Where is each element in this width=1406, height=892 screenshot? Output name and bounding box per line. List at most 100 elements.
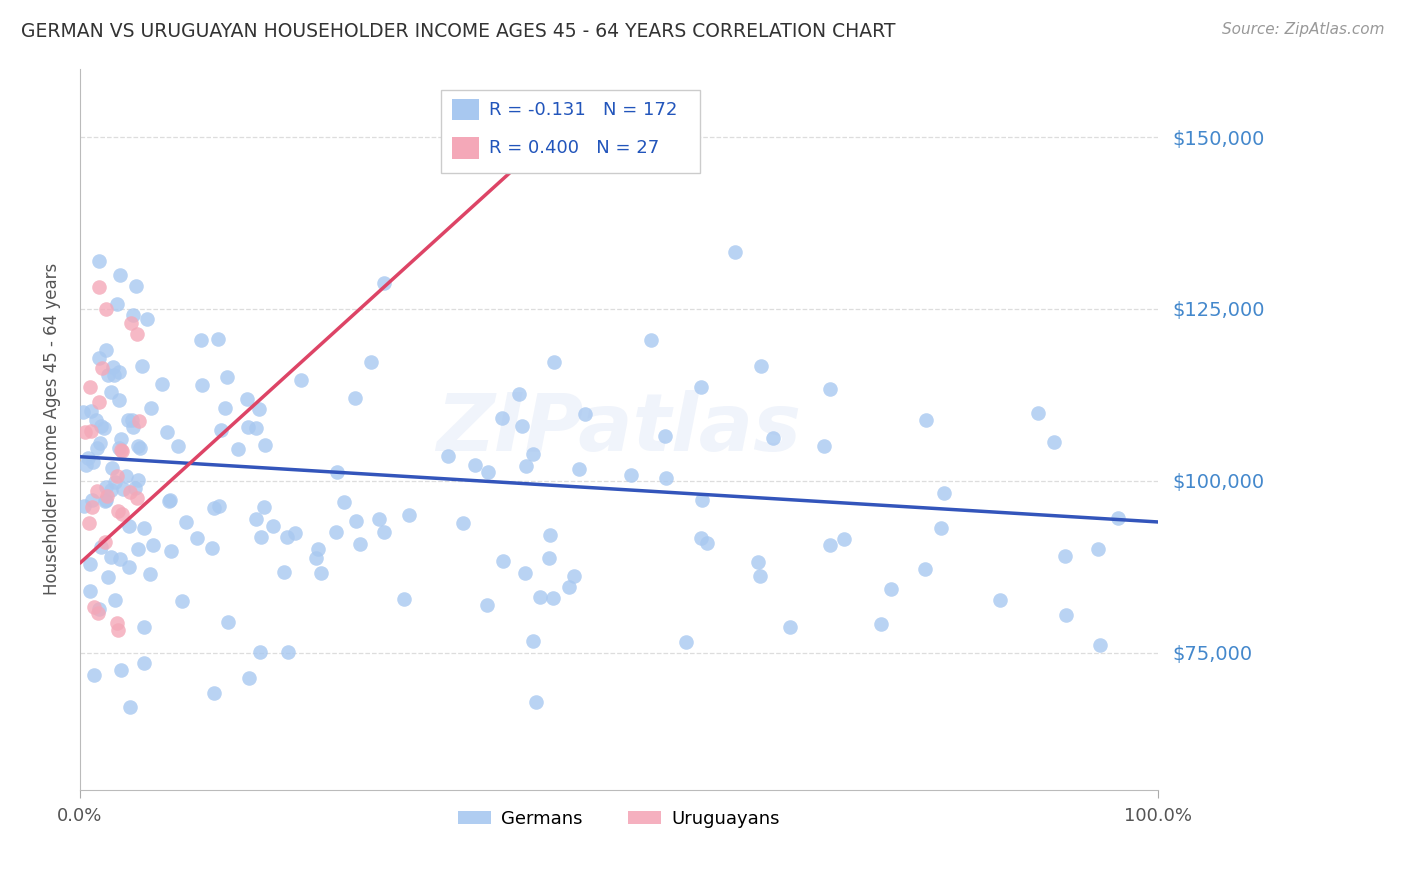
Point bbox=[538, 528, 561, 542]
Point bbox=[217, 615, 239, 629]
Point bbox=[94, 480, 117, 494]
Point bbox=[654, 471, 676, 485]
Point bbox=[110, 432, 132, 446]
Point bbox=[262, 519, 284, 533]
Point bbox=[250, 530, 273, 544]
Point bbox=[1054, 608, 1077, 623]
Point bbox=[524, 695, 547, 709]
Point bbox=[79, 583, 101, 598]
Point bbox=[537, 551, 560, 566]
Point bbox=[96, 490, 118, 504]
Point bbox=[122, 308, 145, 322]
Point bbox=[159, 492, 181, 507]
Point bbox=[880, 582, 903, 597]
Point bbox=[90, 419, 112, 434]
Point bbox=[1043, 434, 1066, 449]
Point bbox=[333, 495, 356, 509]
Point bbox=[94, 493, 117, 508]
Point bbox=[174, 516, 197, 530]
Point bbox=[253, 438, 276, 452]
FancyBboxPatch shape bbox=[441, 90, 700, 173]
Point bbox=[464, 458, 486, 472]
Point bbox=[245, 512, 267, 526]
Point bbox=[747, 555, 769, 569]
Point bbox=[574, 407, 596, 421]
Point bbox=[80, 424, 103, 438]
Point bbox=[166, 439, 188, 453]
Point bbox=[150, 376, 173, 391]
Point bbox=[510, 419, 533, 434]
Point bbox=[690, 493, 713, 508]
Point bbox=[209, 423, 232, 437]
Point bbox=[360, 355, 382, 369]
Point bbox=[1054, 549, 1077, 564]
Point bbox=[215, 369, 238, 384]
Point bbox=[127, 542, 149, 557]
Point bbox=[558, 580, 581, 594]
Point bbox=[190, 333, 212, 347]
Point bbox=[1087, 541, 1109, 556]
Point bbox=[690, 531, 713, 545]
Point bbox=[1090, 639, 1112, 653]
Point bbox=[870, 617, 893, 632]
Point bbox=[110, 443, 132, 458]
Point bbox=[87, 395, 110, 409]
Point bbox=[201, 541, 224, 556]
Point bbox=[108, 552, 131, 566]
Point bbox=[103, 368, 125, 383]
Point bbox=[344, 514, 367, 528]
Point bbox=[562, 569, 585, 583]
Point bbox=[543, 591, 565, 605]
Point bbox=[125, 491, 148, 505]
Point bbox=[779, 620, 801, 634]
Point bbox=[134, 620, 156, 634]
Point bbox=[696, 536, 718, 550]
Point bbox=[76, 458, 98, 473]
Point bbox=[1107, 511, 1129, 525]
Point bbox=[90, 540, 112, 554]
Point bbox=[125, 327, 148, 342]
Point bbox=[79, 557, 101, 571]
Point bbox=[79, 516, 101, 530]
Point bbox=[762, 431, 785, 445]
Point bbox=[82, 492, 104, 507]
Point bbox=[90, 361, 112, 376]
Point bbox=[522, 447, 544, 461]
Point bbox=[110, 508, 132, 522]
Point bbox=[156, 425, 179, 439]
Point bbox=[245, 421, 267, 435]
Point bbox=[451, 516, 474, 530]
Point bbox=[110, 663, 132, 677]
FancyBboxPatch shape bbox=[451, 99, 479, 120]
Text: ZIPatlas: ZIPatlas bbox=[436, 390, 801, 468]
Point bbox=[675, 634, 697, 648]
Y-axis label: Householder Income Ages 45 - 64 years: Householder Income Ages 45 - 64 years bbox=[44, 263, 60, 595]
Point bbox=[724, 245, 747, 260]
Point bbox=[543, 355, 565, 369]
Point bbox=[253, 500, 276, 515]
Point bbox=[103, 360, 125, 375]
Point bbox=[96, 343, 118, 357]
Point bbox=[214, 401, 236, 416]
Point bbox=[108, 441, 131, 455]
Point bbox=[101, 460, 124, 475]
Point bbox=[87, 602, 110, 616]
Point bbox=[392, 592, 415, 607]
Legend: Germans, Uruguayans: Germans, Uruguayans bbox=[451, 803, 787, 835]
Point bbox=[207, 332, 229, 346]
Point bbox=[277, 645, 299, 659]
Point bbox=[276, 530, 298, 544]
Point bbox=[80, 500, 103, 515]
Point bbox=[186, 532, 208, 546]
Point bbox=[515, 458, 537, 473]
Point bbox=[988, 593, 1011, 607]
Point bbox=[86, 441, 108, 455]
Point bbox=[111, 444, 134, 458]
Point bbox=[105, 468, 128, 483]
Text: GERMAN VS URUGUAYAN HOUSEHOLDER INCOME AGES 45 - 64 YEARS CORRELATION CHART: GERMAN VS URUGUAYAN HOUSEHOLDER INCOME A… bbox=[21, 22, 896, 41]
Point bbox=[477, 465, 499, 479]
Point bbox=[93, 421, 115, 435]
Point bbox=[87, 351, 110, 365]
Point bbox=[247, 401, 270, 416]
Point bbox=[373, 277, 395, 291]
